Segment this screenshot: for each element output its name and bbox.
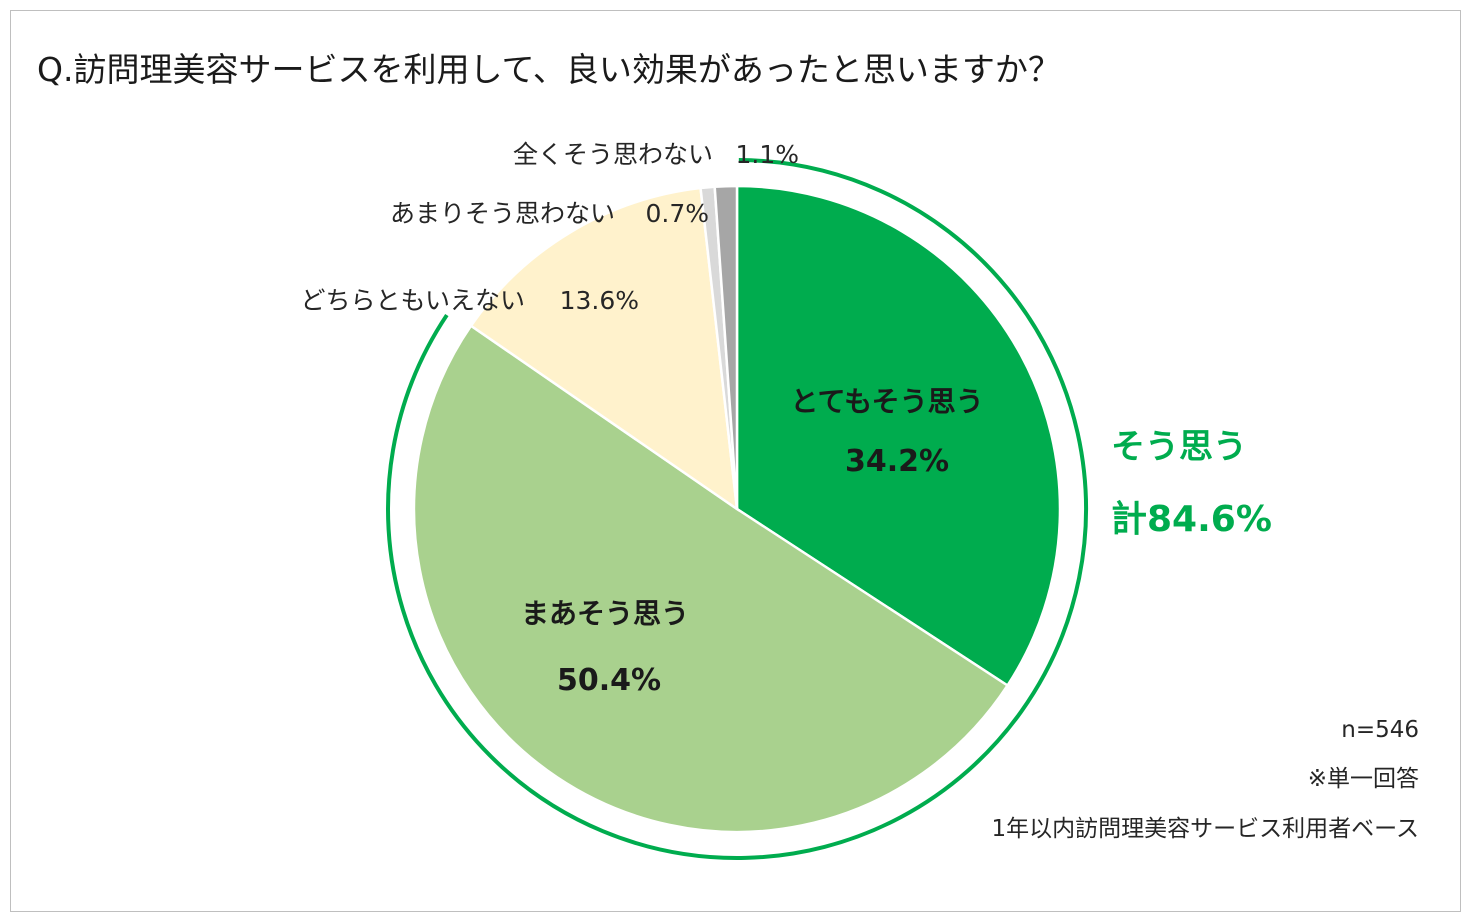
slice-value-somewhat-agree: 50.4% [557, 663, 661, 698]
pie-slices [412, 184, 1062, 834]
pie-slice-strongly-disagree [713, 184, 739, 510]
slice-label-very-much-agree: とてもそう思う [790, 385, 983, 418]
group-annotation-total: 計84.6% [1111, 499, 1272, 540]
slice-label-neither: どちらともいえない [300, 286, 525, 315]
slice-value-not-much-agree: 0.7% [645, 199, 709, 228]
pie-slice-neither [469, 186, 739, 512]
slice-label-not-much-agree: あまりそう思わない [390, 199, 615, 228]
slice-value-neither: 13.6% [560, 286, 639, 315]
group-bracket-arc [386, 158, 1088, 860]
slice-label-somewhat-agree: まあそう思う [521, 597, 689, 630]
chart-frame: Q.訪問理美容サービスを利用して、良い効果があったと思いますか？ とてもそう思う… [10, 10, 1461, 912]
slice-value-very-much-agree: 34.2% [845, 444, 949, 479]
slice-label-strongly-disagree: 全くそう思わない [513, 140, 713, 169]
respondent-base-note: 1年以内訪問理美容サービス利用者ベース [992, 816, 1419, 842]
group-annotation-label: そう思う [1111, 427, 1247, 467]
pie-slice-somewhat-agree [412, 324, 1010, 834]
chart-title: Q.訪問理美容サービスを利用して、良い効果があったと思いますか？ [37, 50, 1061, 89]
sample-size-note: n=546 [1341, 717, 1419, 743]
pie-chart: Q.訪問理美容サービスを利用して、良い効果があったと思いますか？ とてもそう思う… [37, 50, 1419, 860]
single-answer-note: ※単一回答 [1308, 766, 1419, 792]
slice-value-strongly-disagree: 1.1% [735, 140, 799, 169]
